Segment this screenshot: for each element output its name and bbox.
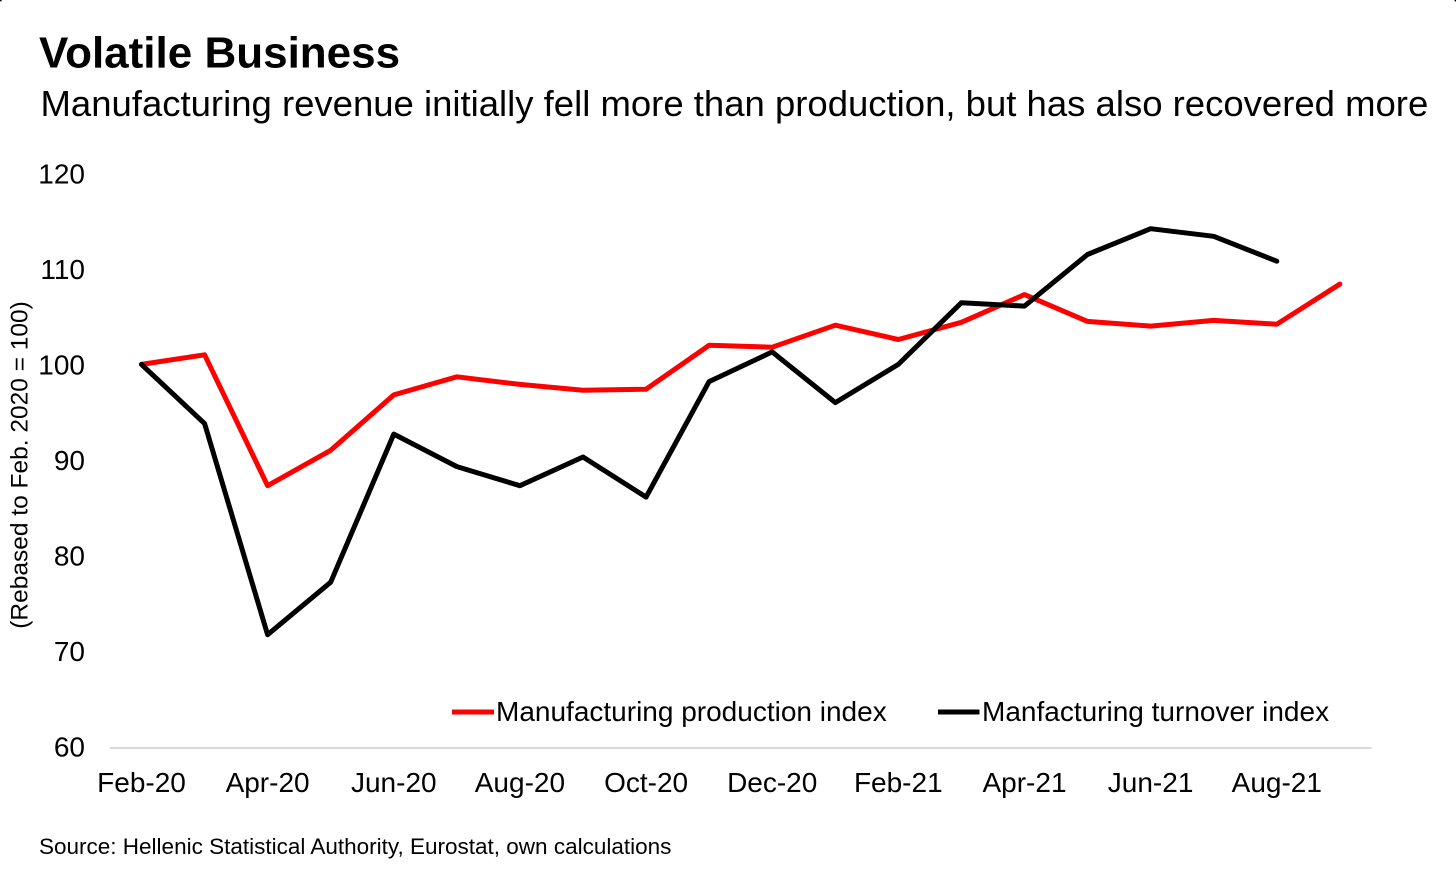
svg-text:Aug-20: Aug-20 xyxy=(475,767,565,798)
svg-text:(Rebased to Feb. 2020 = 100): (Rebased to Feb. 2020 = 100) xyxy=(7,301,34,629)
svg-text:Jun-21: Jun-21 xyxy=(1108,767,1194,798)
svg-text:Manufacturing production index: Manufacturing production index xyxy=(496,696,887,727)
svg-text:Apr-21: Apr-21 xyxy=(982,767,1066,798)
svg-text:110: 110 xyxy=(40,254,85,285)
svg-text:60: 60 xyxy=(54,732,85,763)
svg-text:Oct-20: Oct-20 xyxy=(604,767,688,798)
svg-text:Volatile Business: Volatile Business xyxy=(39,29,400,78)
svg-text:Manufacturing revenue initiall: Manufacturing revenue initially fell mor… xyxy=(41,83,1429,124)
svg-text:Source: Hellenic Statistical A: Source: Hellenic Statistical Authority, … xyxy=(39,834,671,859)
svg-text:Manfacturing turnover index: Manfacturing turnover index xyxy=(982,696,1329,727)
svg-text:80: 80 xyxy=(54,540,85,571)
svg-text:Aug-21: Aug-21 xyxy=(1232,767,1322,798)
svg-text:Jun-20: Jun-20 xyxy=(351,767,437,798)
svg-text:Feb-21: Feb-21 xyxy=(854,767,943,798)
svg-text:90: 90 xyxy=(54,445,85,476)
svg-text:120: 120 xyxy=(38,158,85,189)
svg-text:70: 70 xyxy=(54,636,85,667)
svg-text:Apr-20: Apr-20 xyxy=(226,767,310,798)
svg-text:Feb-20: Feb-20 xyxy=(97,767,186,798)
svg-text:100: 100 xyxy=(38,349,85,380)
svg-text:Dec-20: Dec-20 xyxy=(727,767,817,798)
